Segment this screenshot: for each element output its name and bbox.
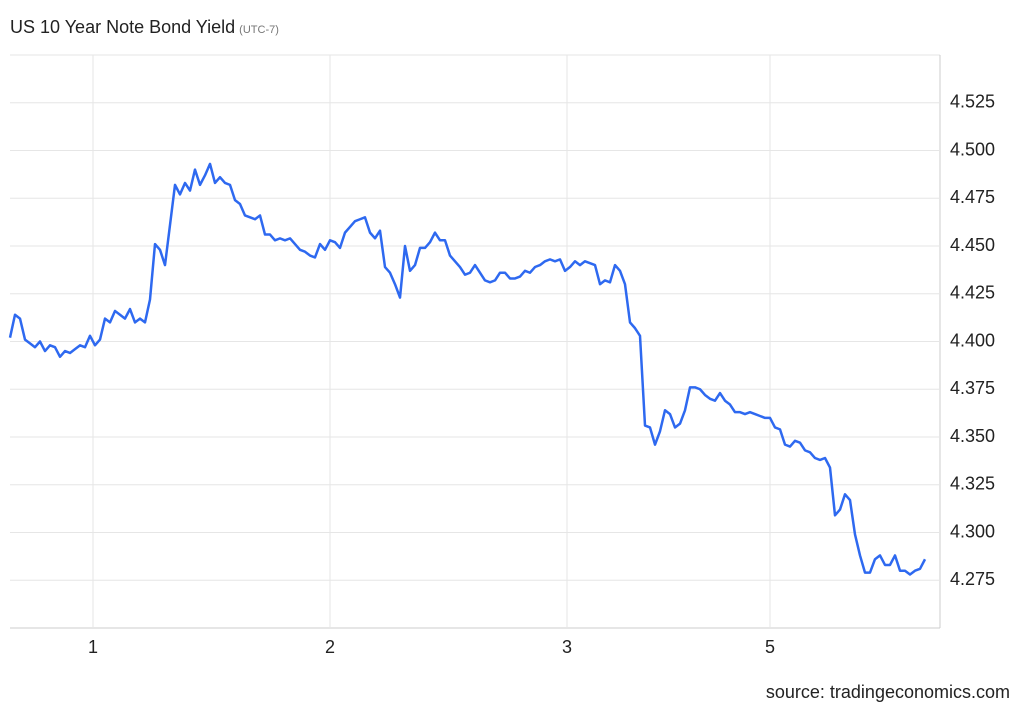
y-tick-label: 4.375 [950, 378, 995, 398]
x-tick-label: 3 [562, 637, 572, 657]
y-tick-label: 4.300 [950, 521, 995, 541]
y-tick-label: 4.450 [950, 235, 995, 255]
chart-title: US 10 Year Note Bond Yield [10, 17, 235, 37]
y-tick-label: 4.275 [950, 569, 995, 589]
y-tick-label: 4.350 [950, 426, 995, 446]
chart-subtitle: (UTC-7) [239, 24, 279, 36]
x-tick-label: 5 [765, 637, 775, 657]
line-series [8, 162, 927, 576]
y-tick-label: 4.425 [950, 283, 995, 303]
y-tick-label: 4.525 [950, 92, 995, 112]
x-tick-label: 2 [325, 637, 335, 657]
source: source: tradingeconomics.com [766, 682, 1010, 702]
y-tick-label: 4.475 [950, 187, 995, 207]
x-tick-label: 1 [88, 637, 98, 657]
y-tick-label: 4.400 [950, 330, 995, 350]
y-tick-label: 4.325 [950, 474, 995, 494]
y-tick-label: 4.500 [950, 139, 995, 159]
